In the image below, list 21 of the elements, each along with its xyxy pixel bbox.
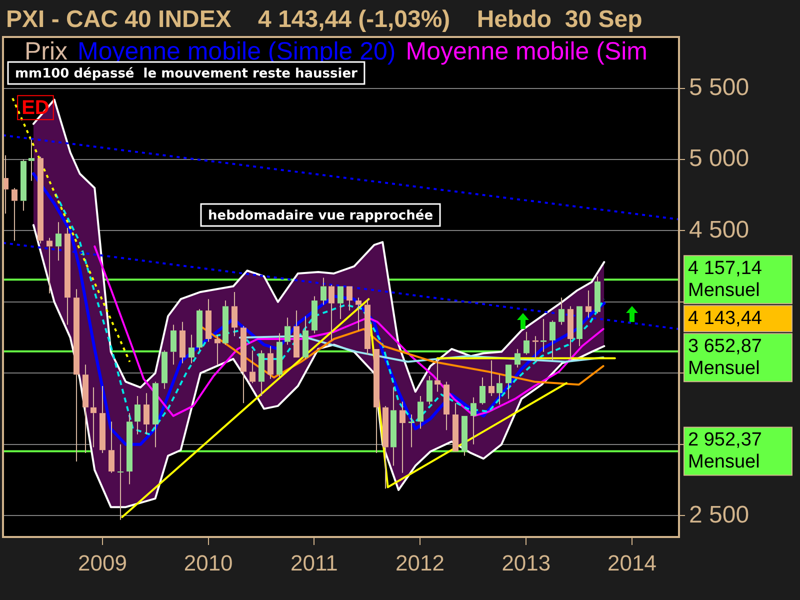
x-tick-label: 2014 [608,550,656,576]
annotation: hebdomadaire vue rapprochée [208,208,434,224]
y-tick-label: 5 000 [689,145,750,172]
annotation: ED [22,97,50,120]
x-tick-label: 2009 [78,550,127,576]
x-tick-label: 2012 [396,550,445,576]
x-tick-label: 2013 [502,550,551,576]
ref-line-label: 4 157,14 Mensuel [688,258,762,301]
annotation: mm100 dépassé le mouvement reste haussier [15,66,358,82]
ref-line-label: 3 652,87 Mensuel [688,336,762,379]
text: Moyenne mobile (Sim [406,37,648,66]
text: Moyenne mobile (Simple 20) [78,37,396,66]
text: 4 143,44 [688,308,762,329]
y-tick-label: 4 500 [689,216,750,244]
x-tick-label: 2010 [184,550,233,576]
chart-title: PXI - CAC 40 INDEX 4 143,44 (-1,03%) Hebdo 30 Sep [6,6,642,34]
ref-line-label: 2 952,37 Mensuel [688,429,762,472]
x-tick-label: 2011 [290,550,338,576]
y-tick-label: 2 500 [689,501,750,528]
text: Prix [24,37,68,66]
y-tick-label: 5 500 [689,74,750,101]
